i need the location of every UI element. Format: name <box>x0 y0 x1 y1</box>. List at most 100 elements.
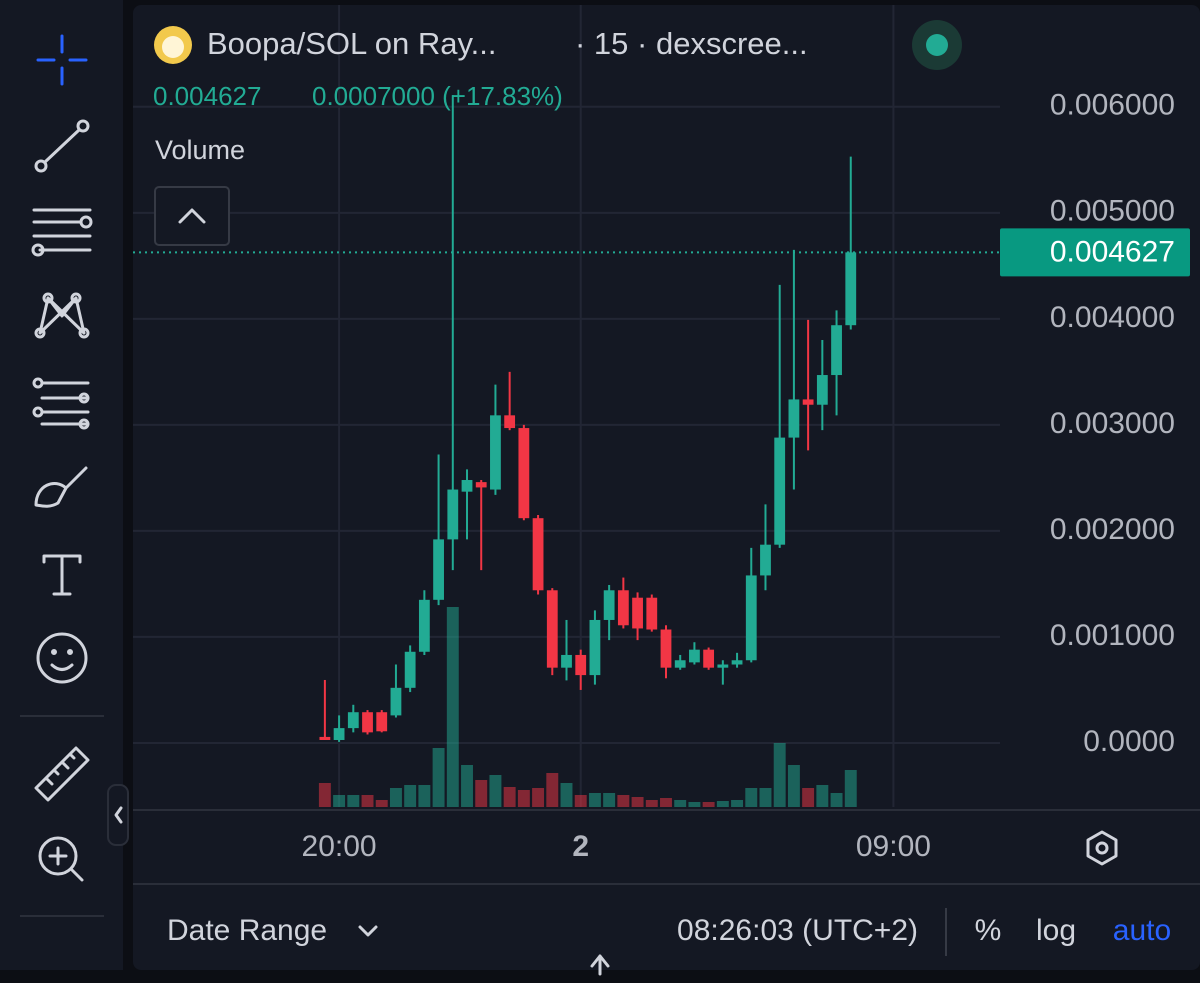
volume-bar <box>375 800 388 807</box>
settings-button-hole <box>1095 841 1109 855</box>
candle-body <box>418 599 430 652</box>
volume-bar <box>830 793 843 807</box>
candle-body <box>845 252 857 326</box>
volume-bar <box>802 788 815 807</box>
token-icon-face <box>162 36 184 58</box>
volume-bar <box>660 798 672 807</box>
candle-body <box>660 629 672 668</box>
volume-bar <box>517 790 530 807</box>
volume-bar <box>446 607 459 807</box>
volume-bar <box>347 795 360 807</box>
volume-bar <box>432 748 445 807</box>
candle-body <box>603 590 615 620</box>
volume-bar <box>674 800 687 807</box>
lines-tool[interactable] <box>31 208 93 257</box>
clock: 08:26:03 (UTC+2) <box>677 914 918 947</box>
fib-tool[interactable] <box>32 377 90 430</box>
y-tick-label: 0.005000 <box>1050 195 1175 228</box>
volume-bar <box>389 788 402 807</box>
zoom-tool[interactable] <box>38 836 84 882</box>
percent-toggle[interactable]: % <box>975 914 1002 947</box>
x-tick-label: 20:00 <box>302 830 377 863</box>
candle-body <box>333 728 345 740</box>
volume-bar <box>731 800 744 807</box>
y-tick-label: 0.002000 <box>1050 513 1175 546</box>
x-tick-label: 2 <box>572 830 589 863</box>
chart-panel <box>133 5 1200 970</box>
volume-bar <box>716 801 729 807</box>
collapse-arrow <box>114 806 123 824</box>
volume-bar <box>816 785 829 807</box>
brush-tool[interactable] <box>34 466 88 508</box>
text-tool[interactable] <box>42 554 82 596</box>
candle-body <box>376 712 388 732</box>
last-price-box <box>1000 228 1190 277</box>
candle-body <box>731 660 743 665</box>
collapse-toolbar[interactable] <box>107 784 129 846</box>
volume-bar <box>461 765 473 807</box>
auto-toggle[interactable]: auto <box>1113 914 1171 947</box>
volume-bar <box>603 793 616 807</box>
y-tick-label: 0.001000 <box>1050 619 1175 652</box>
volume-bar <box>404 785 417 807</box>
last-price-label: 0.004627 <box>1050 235 1175 268</box>
volume-bar <box>588 793 601 807</box>
candle-body <box>319 736 331 740</box>
pattern-tool[interactable] <box>34 292 90 339</box>
candle-body <box>362 712 373 733</box>
trendline-tool[interactable] <box>34 119 90 173</box>
volume-bar <box>617 795 630 807</box>
volume-bar <box>560 783 573 807</box>
volume-bar <box>333 795 346 807</box>
candle-body <box>390 687 402 716</box>
volume-bar <box>631 797 644 807</box>
crosshair-tool[interactable] <box>36 34 88 86</box>
chart-title: Boopa/SOL on Ray... <box>207 26 497 61</box>
volume-bar <box>759 788 772 807</box>
log-toggle[interactable]: log <box>1036 914 1076 947</box>
candle-body <box>575 654 587 676</box>
volume-bar <box>688 802 701 807</box>
candle-body <box>447 489 459 540</box>
collapse-chevron <box>178 208 206 224</box>
y-tick-label: 0.004000 <box>1050 301 1175 334</box>
volume-bar <box>546 773 559 807</box>
volume-bar <box>702 802 715 807</box>
candle-body <box>518 428 530 519</box>
volume-bar <box>844 770 857 807</box>
scroll-handle[interactable] <box>590 954 610 976</box>
grid <box>133 5 1000 807</box>
candle-body <box>504 415 516 429</box>
candle-body <box>475 482 487 488</box>
candle-body <box>703 649 715 668</box>
emoji-tool[interactable] <box>36 632 88 684</box>
y-tick-label: 0.006000 <box>1050 89 1175 122</box>
candle-body <box>745 575 757 661</box>
candle-body <box>433 539 444 600</box>
date-range-button[interactable]: Date Range <box>167 914 327 947</box>
volume-label: Volume <box>155 135 245 165</box>
volume-bar <box>645 800 658 807</box>
collapse-button[interactable] <box>154 186 230 246</box>
candle-body <box>546 590 558 668</box>
candle-body <box>760 544 771 576</box>
volume-bar <box>787 765 800 807</box>
plot <box>133 95 1000 807</box>
date-range-chevron <box>358 925 378 937</box>
volume-bar <box>503 787 516 807</box>
volume-bar <box>318 783 331 807</box>
volume-bar <box>574 795 587 807</box>
candle-body <box>774 437 786 545</box>
volume-bar <box>418 785 431 807</box>
candle-body <box>802 399 814 405</box>
ruler-tool[interactable] <box>34 746 90 802</box>
settings-button[interactable] <box>1086 830 1118 866</box>
candle-body <box>561 654 572 668</box>
candle-body <box>788 399 800 438</box>
candle-body <box>674 660 686 668</box>
candle-body <box>347 712 359 729</box>
candle-body <box>404 651 416 688</box>
volume-bar <box>745 788 758 807</box>
candle-body <box>461 480 473 492</box>
